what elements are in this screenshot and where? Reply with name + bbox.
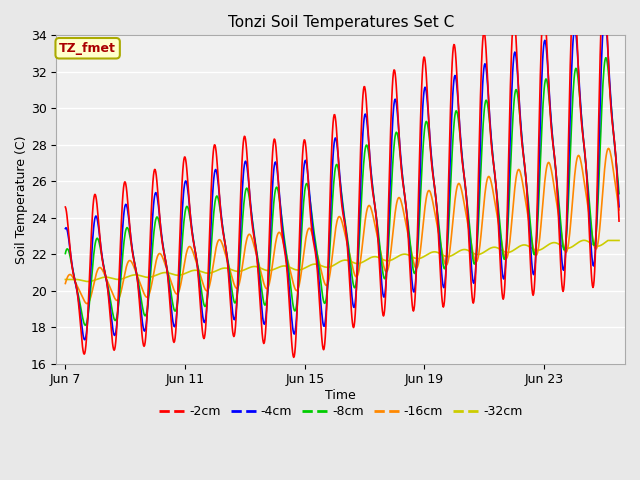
X-axis label: Time: Time <box>325 389 356 402</box>
Y-axis label: Soil Temperature (C): Soil Temperature (C) <box>15 135 28 264</box>
Legend: -2cm, -4cm, -8cm, -16cm, -32cm: -2cm, -4cm, -8cm, -16cm, -32cm <box>154 400 527 423</box>
Title: Tonzi Soil Temperatures Set C: Tonzi Soil Temperatures Set C <box>228 15 454 30</box>
Text: TZ_fmet: TZ_fmet <box>60 42 116 55</box>
